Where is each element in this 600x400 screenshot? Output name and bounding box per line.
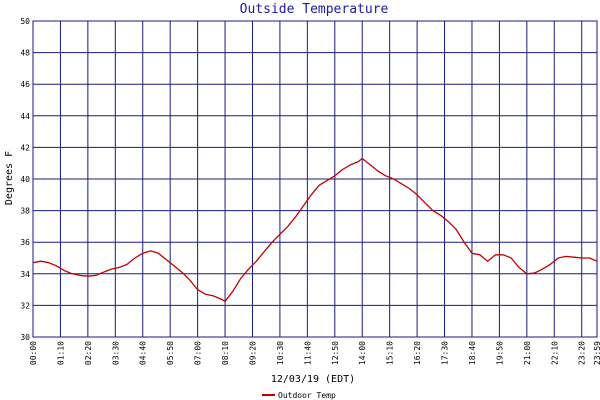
y-tick-label: 36 bbox=[20, 238, 30, 247]
x-tick-label: 08:10 bbox=[221, 341, 230, 365]
x-tick-label: 18:40 bbox=[468, 341, 477, 365]
chart-title: Outside Temperature bbox=[240, 2, 389, 17]
x-tick-label: 02:20 bbox=[84, 341, 93, 365]
x-tick-label: 11:40 bbox=[303, 341, 312, 365]
y-tick-label: 32 bbox=[20, 301, 30, 310]
x-tick-label: 17:30 bbox=[441, 341, 450, 365]
x-tick-label: 23:20 bbox=[578, 341, 587, 365]
y-tick-label: 34 bbox=[20, 270, 30, 279]
x-tick-label: 16:20 bbox=[413, 341, 422, 365]
x-axis-label: 12/03/19 (EDT) bbox=[271, 374, 355, 385]
x-tick-label: 19:50 bbox=[495, 341, 504, 365]
legend-label: Outdoor Temp bbox=[278, 391, 336, 400]
x-tick-label: 14:00 bbox=[358, 341, 367, 365]
x-tick-label: 15:10 bbox=[386, 341, 395, 365]
y-tick-label: 40 bbox=[20, 175, 30, 184]
grid-lines bbox=[32, 20, 598, 338]
y-tick-label: 50 bbox=[20, 17, 30, 26]
y-tick-label: 48 bbox=[20, 49, 30, 58]
y-tick-labels: 30 32 34 36 38 40 42 44 46 48 50 bbox=[20, 17, 30, 342]
x-tick-label: 07:00 bbox=[194, 341, 203, 365]
x-tick-label: 00:00 bbox=[29, 341, 38, 365]
x-tick-label: 10:30 bbox=[276, 341, 285, 365]
y-tick-label: 38 bbox=[20, 207, 30, 216]
x-tick-label: 05:50 bbox=[166, 341, 175, 365]
x-tick-labels: 00:00 01:10 02:20 03:30 04:40 05:50 07:00 08:10… bbox=[29, 341, 600, 365]
y-tick-label: 42 bbox=[20, 143, 30, 152]
series-layer bbox=[32, 157, 598, 303]
legend: Outdoor Temp bbox=[262, 391, 336, 400]
x-tick-label: 22:10 bbox=[550, 341, 559, 365]
x-tick-label: 09:20 bbox=[248, 341, 257, 365]
y-tick-label: 30 bbox=[20, 333, 30, 342]
y-axis-label: Degrees F bbox=[4, 151, 15, 205]
y-tick-label: 46 bbox=[20, 80, 30, 89]
x-tick-label: 01:10 bbox=[56, 341, 65, 365]
series-line-outdoor-temp bbox=[32, 157, 598, 303]
x-tick-label: 23:59 bbox=[593, 341, 600, 365]
x-tick-label: 12:50 bbox=[331, 341, 340, 365]
x-tick-label: 04:40 bbox=[139, 341, 148, 365]
x-tick-label: 21:00 bbox=[523, 341, 532, 365]
y-tick-label: 44 bbox=[20, 112, 30, 121]
x-tick-label: 03:30 bbox=[111, 341, 120, 365]
